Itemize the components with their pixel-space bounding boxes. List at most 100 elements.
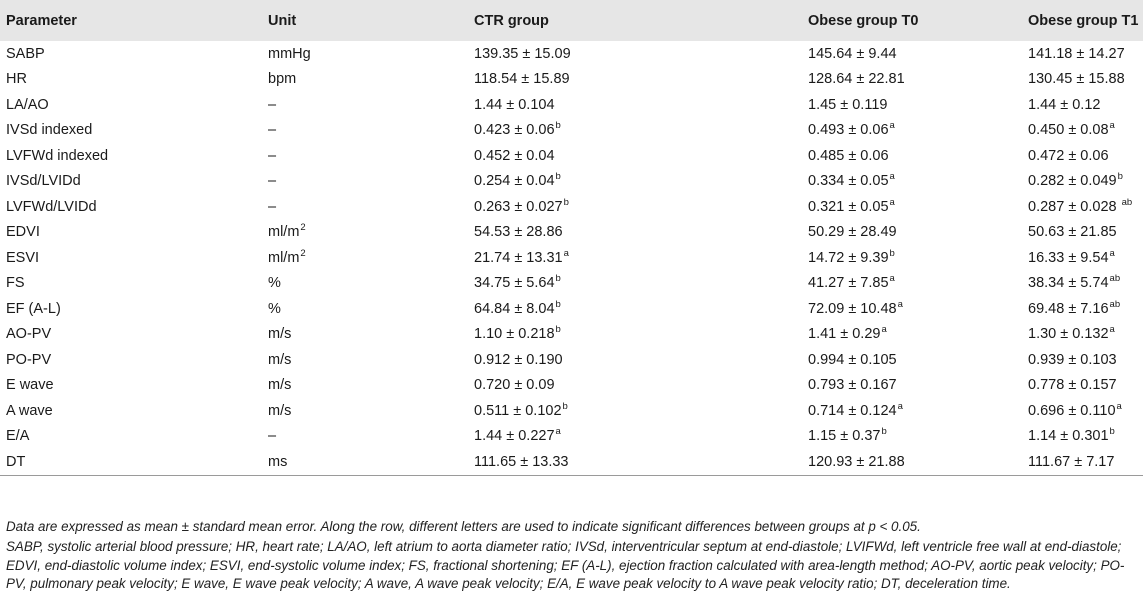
- significance-superscript: a: [897, 298, 903, 310]
- cell-parameter-text: PO-PV: [6, 351, 52, 368]
- significance-superscript: a: [889, 171, 895, 183]
- cell-obese-t0-value-text: 1.45 ± 0.119: [808, 96, 888, 113]
- significance-superscript: b: [555, 298, 561, 310]
- cell-obese-t1-value-text: 141.18 ± 14.27: [1028, 45, 1125, 62]
- cell-obese-t1-value-text: 16.33 ± 9.54: [1028, 249, 1109, 266]
- cell-obese-t1-value: 141.18 ± 14.27: [1028, 41, 1143, 67]
- cell-parameter: E/A: [0, 424, 268, 450]
- cell-parameter: SABP: [0, 41, 268, 67]
- cell-parameter: AO-PV: [0, 322, 268, 348]
- table-footnotes: Data are expressed as mean ± standard me…: [6, 518, 1138, 595]
- significance-superscript: a: [897, 400, 903, 412]
- cell-obese-t1-value: 0.939 ± 0.103: [1028, 347, 1143, 373]
- cell-obese-t0-value: 128.64 ± 22.81: [808, 67, 1028, 93]
- cell-parameter-text: EDVI: [6, 224, 40, 241]
- cell-ctr-value-text: 1.44 ± 0.227: [474, 428, 555, 445]
- cell-obese-t0-value: 41.27 ± 7.85a: [808, 271, 1028, 297]
- cell-unit-text: m/s: [268, 326, 292, 343]
- cell-obese-t0-value: 14.72 ± 9.39b: [808, 245, 1028, 271]
- cell-obese-t1-value: 38.34 ± 5.74ab: [1028, 271, 1143, 297]
- cell-obese-t0-value-text: 0.994 ± 0.105: [808, 351, 897, 368]
- cell-unit: m/s: [268, 398, 474, 424]
- cell-parameter-text: EF (A-L): [6, 300, 61, 317]
- cell-obese-t0-value-text: 145.64 ± 9.44: [808, 45, 897, 62]
- cell-obese-t1-value-text: 0.282 ± 0.049: [1028, 173, 1117, 190]
- cell-obese-t1-value: 16.33 ± 9.54a: [1028, 245, 1143, 271]
- cell-obese-t1-value: 1.44 ± 0.12: [1028, 92, 1143, 118]
- table-row: AO-PV m/s 1.10 ± 0.218b 1.41 ± 0.29a 1.30 ± …: [0, 322, 1143, 348]
- cell-ctr-value: 1.44 ± 0.104: [474, 92, 808, 118]
- table-row: LVFWd/LVIDd –0.263 ± 0.027b 0.321 ± 0.05a 0…: [0, 194, 1143, 220]
- cell-unit-text: ms: [268, 454, 288, 470]
- significance-superscript: b: [555, 324, 561, 336]
- cell-ctr-value-text: 0.263 ± 0.027: [474, 198, 563, 215]
- cell-parameter: DT: [0, 449, 268, 476]
- significance-superscript: 2: [300, 222, 306, 234]
- table-row: IVSd indexed –0.423 ± 0.06b 0.493 ± 0.06a 0…: [0, 118, 1143, 144]
- significance-superscript: b: [562, 400, 568, 412]
- cell-ctr-value: 64.84 ± 8.04b: [474, 296, 808, 322]
- cell-parameter-text: IVSd indexed: [6, 122, 93, 139]
- cell-obese-t0-value: 145.64 ± 9.44: [808, 41, 1028, 67]
- cell-obese-t1-value: 0.287 ± 0.028 ab: [1028, 194, 1143, 220]
- cell-obese-t0-value-text: 50.29 ± 28.49: [808, 224, 897, 241]
- cell-obese-t0-value: 0.994 ± 0.105: [808, 347, 1028, 373]
- cell-ctr-value-text: 0.720 ± 0.09: [474, 377, 555, 394]
- cell-parameter: IVSd/LVIDd: [0, 169, 268, 195]
- cell-unit-text: –: [268, 96, 277, 113]
- cell-unit: mmHg: [268, 41, 474, 67]
- significance-superscript: ab: [1109, 273, 1121, 285]
- cell-parameter-text: LVFWd indexed: [6, 147, 109, 164]
- cell-obese-t0-value-text: 72.09 ± 10.48: [808, 300, 897, 317]
- cell-obese-t1-value: 130.45 ± 15.88: [1028, 67, 1143, 93]
- cell-obese-t0-value: 1.15 ± 0.37b: [808, 424, 1028, 450]
- cell-ctr-value: 34.75 ± 5.64b: [474, 271, 808, 297]
- cell-obese-t1-value-text: 50.63 ± 21.85: [1028, 224, 1117, 241]
- cell-unit: m/s: [268, 322, 474, 348]
- cell-ctr-value-text: 0.254 ± 0.04: [474, 173, 555, 190]
- cell-ctr-value-text: 139.35 ± 15.09: [474, 45, 571, 62]
- table-header-row: Parameter Unit CTR group Obese group T0 …: [0, 0, 1143, 41]
- significance-superscript: a: [1116, 400, 1122, 412]
- significance-superscript: a: [889, 120, 895, 132]
- cell-ctr-value: 139.35 ± 15.09: [474, 41, 808, 67]
- table-row: IVSd/LVIDd –0.254 ± 0.04b 0.334 ± 0.05a 0.2…: [0, 169, 1143, 195]
- significance-superscript: a: [1109, 324, 1115, 336]
- cell-obese-t0-value: 0.493 ± 0.06a: [808, 118, 1028, 144]
- table-row: SABP mmHg 139.35 ± 15.09 145.64 ± 9.44 141.1…: [0, 41, 1143, 67]
- cell-ctr-value-text: 118.54 ± 15.89: [474, 71, 570, 88]
- cell-obese-t0-value-text: 0.485 ± 0.06: [808, 147, 889, 164]
- cell-unit: –: [268, 118, 474, 144]
- cell-ctr-value: 1.10 ± 0.218b: [474, 322, 808, 348]
- cell-obese-t1-value-text: 0.778 ± 0.157: [1028, 377, 1117, 394]
- header-obese-t0: Obese group T0: [808, 12, 919, 29]
- cell-ctr-value: 118.54 ± 15.89: [474, 67, 808, 93]
- cell-obese-t0-value-text: 0.714 ± 0.124: [808, 402, 897, 419]
- cell-unit-text: –: [268, 428, 277, 445]
- cell-unit: ml/m2: [268, 245, 474, 271]
- cell-parameter-text: E/A: [6, 428, 30, 445]
- cell-ctr-value: 0.912 ± 0.190: [474, 347, 808, 373]
- cell-ctr-value-text: 54.53 ± 28.86: [474, 224, 563, 241]
- cell-unit-text: –: [268, 147, 277, 164]
- cell-obese-t1-value: 0.472 ± 0.06: [1028, 143, 1143, 169]
- cell-obese-t1-value-text: 0.696 ± 0.110: [1028, 402, 1116, 419]
- cell-ctr-value-text: 0.423 ± 0.06: [474, 122, 555, 139]
- cell-obese-t0-value-text: 1.15 ± 0.37: [808, 428, 881, 445]
- table-row: E wave m/s 0.720 ± 0.09 0.793 ± 0.167 0.778 …: [0, 373, 1143, 399]
- cell-obese-t0-value-text: 1.41 ± 0.29: [808, 326, 881, 343]
- cell-obese-t1-value-text: 0.939 ± 0.103: [1028, 351, 1117, 368]
- cell-unit-text: m/s: [268, 377, 292, 394]
- table-row: ESVI ml/m2 21.74 ± 13.31a 14.72 ± 9.39b 16.3…: [0, 245, 1143, 271]
- cell-parameter: E wave: [0, 373, 268, 399]
- table-row: LA/AO – 1.44 ± 0.104 1.45 ± 0.119 1.44 ± 0.1…: [0, 92, 1143, 118]
- cell-obese-t1-value-text: 1.14 ± 0.301: [1028, 428, 1109, 445]
- cell-ctr-value: 111.65 ± 13.33: [474, 449, 808, 476]
- cell-obese-t0-value: 0.334 ± 0.05a: [808, 169, 1028, 195]
- cell-unit-text: %: [268, 275, 281, 292]
- cell-obese-t1-value: 0.282 ± 0.049b: [1028, 169, 1143, 195]
- significance-superscript: ab: [1109, 298, 1121, 310]
- cell-ctr-value-text: 1.10 ± 0.218: [474, 326, 555, 343]
- cell-parameter: HR: [0, 67, 268, 93]
- cell-unit: –: [268, 169, 474, 195]
